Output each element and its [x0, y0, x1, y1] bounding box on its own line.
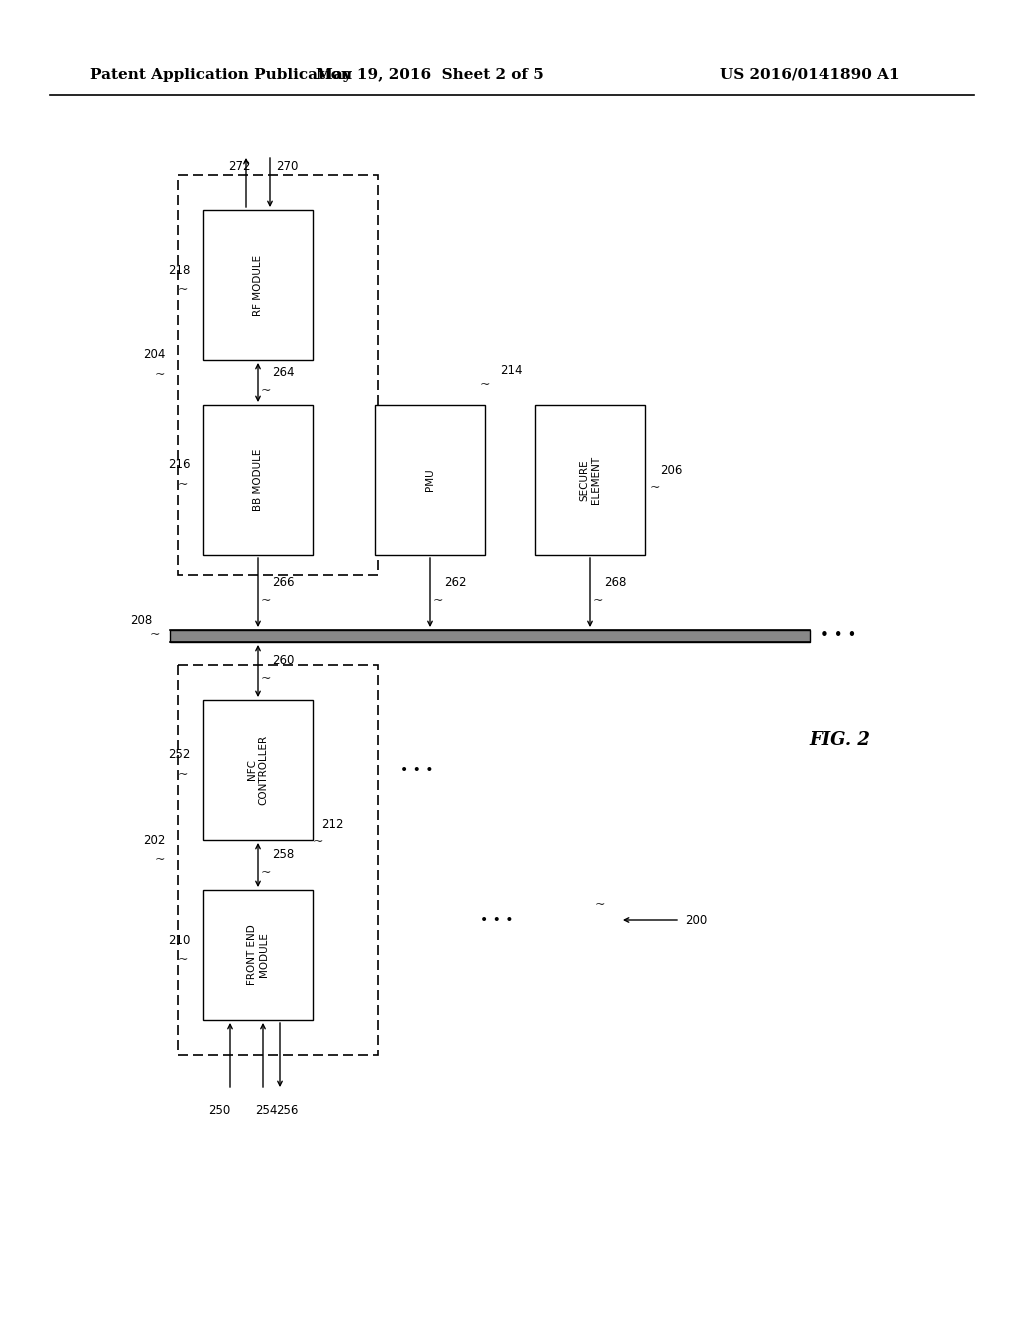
Text: ~: ~	[178, 479, 188, 491]
Bar	[203, 405, 313, 554]
Text: ~: ~	[261, 384, 271, 397]
Text: 212: 212	[321, 818, 343, 832]
Bar	[178, 665, 378, 1055]
Bar	[203, 700, 313, 840]
Text: Patent Application Publication: Patent Application Publication	[90, 69, 352, 82]
Text: 204: 204	[143, 348, 165, 362]
Text: FRONT END
MODULE: FRONT END MODULE	[247, 924, 268, 985]
Text: 216: 216	[168, 458, 190, 471]
Text: ~: ~	[593, 594, 603, 607]
Text: 268: 268	[604, 576, 627, 589]
Text: 214: 214	[500, 363, 522, 376]
Text: 266: 266	[272, 576, 295, 589]
Text: 206: 206	[660, 463, 682, 477]
Text: ~: ~	[261, 594, 271, 607]
Text: ~: ~	[312, 836, 324, 849]
Text: 210: 210	[168, 933, 190, 946]
Text: ~: ~	[155, 368, 165, 381]
Text: 218: 218	[168, 264, 190, 276]
Text: 208: 208	[130, 614, 153, 627]
Text: US 2016/0141890 A1: US 2016/0141890 A1	[720, 69, 900, 82]
Text: ~: ~	[178, 953, 188, 966]
Bar	[203, 210, 313, 360]
Bar	[170, 630, 810, 642]
Text: NFC
CONTROLLER: NFC CONTROLLER	[247, 735, 268, 805]
Text: ~: ~	[595, 899, 605, 912]
Text: May 19, 2016  Sheet 2 of 5: May 19, 2016 Sheet 2 of 5	[316, 69, 544, 82]
Text: 264: 264	[272, 366, 295, 379]
Text: 202: 202	[143, 833, 165, 846]
Text: 254: 254	[255, 1104, 278, 1117]
Text: ~: ~	[433, 594, 443, 607]
Text: PMU: PMU	[425, 469, 435, 491]
Text: ~: ~	[178, 284, 188, 297]
Text: • • •: • • •	[820, 628, 856, 644]
Text: BB MODULE: BB MODULE	[253, 449, 263, 511]
Bar	[178, 176, 378, 576]
Text: 258: 258	[272, 849, 294, 862]
Text: ~: ~	[261, 866, 271, 879]
Bar	[535, 405, 645, 554]
Text: FIG. 2: FIG. 2	[810, 731, 870, 748]
Text: • • •: • • •	[480, 913, 513, 927]
Text: ~: ~	[480, 379, 490, 392]
Text: 260: 260	[272, 655, 294, 668]
Text: 272: 272	[228, 161, 251, 173]
Text: 200: 200	[685, 913, 708, 927]
Text: ~: ~	[178, 768, 188, 781]
Text: ~: ~	[150, 628, 160, 642]
Text: SECURE
ELEMENT: SECURE ELEMENT	[580, 455, 601, 504]
Text: • • •: • • •	[400, 763, 433, 777]
Text: ~: ~	[261, 672, 271, 685]
Bar	[375, 405, 485, 554]
Text: 262: 262	[444, 576, 467, 589]
Text: 270: 270	[276, 161, 298, 173]
Text: ~: ~	[155, 854, 165, 866]
Text: ~: ~	[650, 482, 660, 495]
Bar	[203, 890, 313, 1020]
Text: 250: 250	[208, 1104, 230, 1117]
Text: RF MODULE: RF MODULE	[253, 255, 263, 315]
Text: 256: 256	[276, 1104, 298, 1117]
Text: 252: 252	[168, 748, 190, 762]
